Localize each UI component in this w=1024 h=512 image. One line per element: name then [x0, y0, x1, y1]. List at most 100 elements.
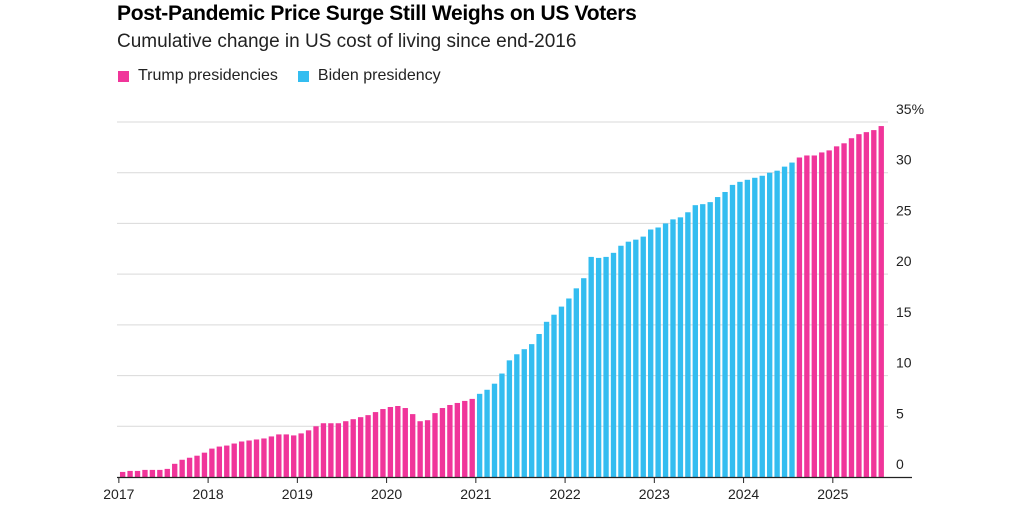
- bar: [320, 423, 327, 477]
- bar: [380, 409, 386, 477]
- bar: [871, 130, 877, 478]
- bar: [499, 373, 505, 477]
- bar: [521, 349, 527, 477]
- bar: [759, 175, 765, 477]
- y-tick-label: 30: [896, 152, 912, 168]
- x-tick-label: 2019: [282, 486, 313, 502]
- bar: [729, 184, 736, 477]
- legend: Trump presidencies Biden presidency: [118, 67, 461, 85]
- bar: [833, 146, 840, 477]
- bar: [231, 443, 237, 477]
- bar: [648, 229, 654, 477]
- bar: [692, 205, 698, 478]
- bar: [186, 457, 193, 477]
- bar: [305, 430, 312, 477]
- bar: [209, 448, 215, 477]
- y-axis: 0 5 10 15 20 25 30 35%: [896, 101, 924, 472]
- bar: [484, 389, 490, 477]
- legend-label-trump: Trump presidencies: [138, 67, 278, 84]
- bar: [261, 438, 267, 477]
- bar: [655, 227, 661, 477]
- bar: [424, 420, 431, 477]
- y-tick-label: 15: [896, 304, 912, 320]
- bar: [878, 126, 884, 477]
- bar: [848, 138, 855, 478]
- bar: [164, 468, 170, 477]
- bar: [395, 406, 401, 477]
- legend-swatch-biden: [297, 70, 309, 82]
- bar: [276, 434, 282, 477]
- bar: [357, 417, 364, 477]
- y-tick-label: 5: [896, 405, 904, 421]
- bar: [737, 181, 743, 477]
- bar: [640, 236, 646, 477]
- legend-item-biden: Biden presidency: [297, 67, 441, 85]
- bar: [491, 383, 498, 477]
- bar: [826, 150, 832, 477]
- bar: [194, 455, 200, 477]
- bar: [462, 400, 468, 477]
- bar: [796, 157, 803, 477]
- bar: [283, 434, 289, 477]
- bar: [573, 288, 579, 477]
- bar: [685, 212, 691, 477]
- bar: [581, 278, 587, 477]
- bar: [439, 408, 446, 477]
- bar: [551, 314, 557, 477]
- bar: [752, 177, 758, 478]
- bar: [328, 423, 334, 477]
- x-tick-label: 2017: [103, 486, 134, 502]
- y-tick-label: 35%: [896, 101, 924, 117]
- bar: [662, 223, 669, 477]
- bar: [841, 143, 847, 478]
- bar: [722, 191, 728, 478]
- bar: [157, 469, 163, 477]
- bar: [781, 166, 788, 477]
- bar: [595, 257, 602, 477]
- x-tick-label: 2024: [728, 486, 759, 502]
- bar: [469, 398, 475, 477]
- bar: [744, 179, 751, 477]
- bar: [856, 134, 862, 478]
- bar: [417, 421, 423, 477]
- chart-title: Post-Pandemic Price Surge Still Weighs o…: [117, 2, 637, 25]
- bars: [119, 126, 884, 478]
- bar: [238, 441, 245, 477]
- bar: [268, 436, 275, 477]
- bar: [633, 239, 639, 477]
- bar: [819, 152, 825, 477]
- bar: [588, 256, 594, 477]
- x-tick-label: 2020: [371, 486, 402, 502]
- bar: [804, 155, 810, 477]
- bar: [387, 407, 394, 477]
- bar: [224, 445, 230, 477]
- bar: [142, 469, 148, 477]
- bar: [216, 446, 223, 477]
- bar: [707, 202, 713, 477]
- bar: [372, 412, 379, 477]
- y-tick-label: 25: [896, 202, 912, 218]
- bar: [127, 470, 133, 477]
- bar: [789, 162, 795, 477]
- bar: [201, 452, 208, 477]
- bar: [767, 172, 773, 477]
- bar: [343, 421, 349, 477]
- bar: [447, 404, 453, 477]
- bar: [625, 241, 632, 477]
- bar: [313, 426, 319, 477]
- bar: [134, 470, 141, 477]
- bar: [536, 333, 542, 477]
- bar: [402, 408, 408, 477]
- bar: [432, 413, 438, 477]
- bar: [179, 459, 185, 477]
- y-tick-label: 10: [896, 355, 912, 371]
- bar: [253, 439, 260, 477]
- x-tick-label: 2023: [639, 486, 670, 502]
- x-tick-label: 2021: [460, 486, 491, 502]
- x-tick-label: 2025: [817, 486, 848, 502]
- y-tick-label: 0: [896, 456, 904, 472]
- x-tick-label: 2018: [193, 486, 224, 502]
- bar: [410, 414, 416, 477]
- bar: [610, 252, 617, 477]
